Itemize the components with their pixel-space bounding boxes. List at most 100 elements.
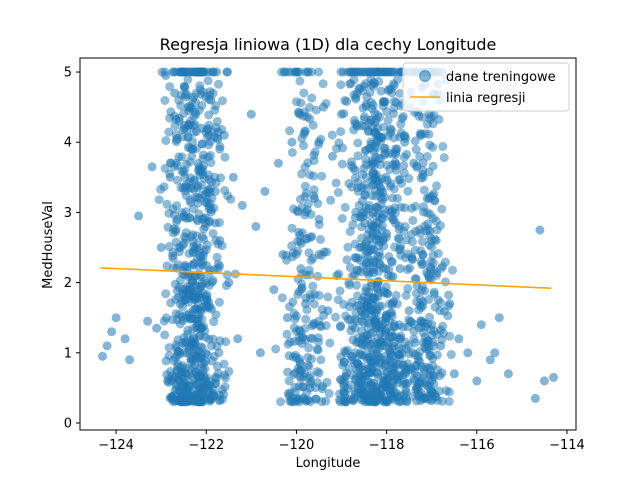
scatter-point (364, 126, 373, 136)
scatter-point (441, 277, 450, 287)
scatter-point (304, 343, 314, 353)
scatter-point (336, 127, 346, 137)
scatter-point (404, 174, 414, 183)
scatter-point (185, 143, 195, 153)
scatter-point (358, 170, 367, 179)
scatter-point (171, 224, 181, 234)
scatter-point (339, 379, 349, 389)
scatter-point (378, 379, 388, 389)
scatter-point (494, 313, 504, 323)
scatter-point (410, 350, 420, 360)
scatter-point (154, 195, 164, 205)
scatter-point (190, 244, 200, 254)
scatter-point (331, 312, 340, 322)
scatter-point (284, 391, 294, 401)
scatter-point (205, 302, 215, 312)
y-tick-label: 2 (64, 276, 72, 291)
scatter-point (287, 223, 297, 233)
scatter-point (424, 363, 434, 373)
scatter-point (414, 305, 424, 315)
scatter-point (207, 356, 217, 366)
scatter-point (196, 89, 206, 99)
scatter-point (269, 285, 279, 295)
scatter-point (432, 181, 442, 191)
scatter-point (378, 194, 387, 204)
scatter-point (273, 158, 283, 168)
scatter-point (214, 348, 224, 358)
scatter-point (539, 376, 549, 386)
scatter-point (211, 101, 221, 111)
scatter-point (166, 107, 176, 117)
scatter-point (287, 148, 297, 157)
scatter-point (345, 79, 355, 89)
scatter-point (369, 169, 378, 179)
scatter-point (434, 114, 444, 124)
scatter-point (412, 161, 422, 171)
scatter-point (180, 379, 190, 389)
scatter-point (171, 309, 181, 319)
scatter-point (317, 384, 327, 394)
scatter-point (285, 126, 295, 136)
legend-label-scatter: dane treningowe (446, 70, 556, 85)
scatter-point (107, 327, 117, 337)
scatter-point (350, 253, 360, 262)
scatter-point (420, 332, 430, 342)
scatter-point (209, 317, 219, 327)
scatter-point (385, 164, 395, 174)
scatter-point (169, 395, 178, 405)
chart-title: Regresja liniowa (1D) dla cechy Longitud… (160, 35, 497, 54)
scatter-point (312, 367, 322, 377)
scatter-point (287, 137, 297, 147)
scatter-point (186, 271, 196, 281)
scatter-point (463, 348, 473, 358)
scatter-point (180, 124, 189, 133)
scatter-point (187, 260, 197, 270)
scatter-point (173, 347, 183, 357)
scatter-point (164, 343, 174, 353)
y-tick-label: 5 (64, 66, 72, 81)
scatter-point (352, 265, 362, 275)
scatter-point (372, 305, 382, 315)
scatter-point (444, 397, 454, 406)
scatter-point (195, 272, 205, 282)
scatter-point (408, 216, 418, 225)
scatter-point (438, 321, 448, 331)
scatter-point (396, 241, 406, 251)
scatter-point (432, 350, 442, 360)
scatter-point (314, 316, 324, 326)
regression-line-layer (100, 267, 552, 290)
scatter-point (205, 90, 215, 100)
scatter-point (214, 297, 224, 307)
scatter-point (429, 341, 439, 351)
scatter-point (182, 67, 192, 77)
scatter-point (218, 394, 227, 404)
scatter-point (111, 313, 121, 323)
scatter-point (379, 365, 388, 375)
scatter-point (418, 112, 428, 122)
scatter-point (300, 181, 310, 191)
x-tick-label: −118 (369, 438, 405, 453)
scatter-point (181, 191, 191, 200)
scatter-point (428, 213, 438, 223)
scatter-point (311, 105, 321, 115)
scatter-point (195, 252, 205, 262)
scatter-point (178, 289, 188, 299)
scatter-point (326, 195, 336, 205)
scatter-point (352, 280, 361, 290)
scatter-point (425, 351, 435, 361)
scatter-point (222, 270, 232, 280)
scatter-point (335, 322, 345, 332)
scatter-point (424, 129, 434, 139)
scatter-point (208, 229, 218, 238)
scatter-point (147, 162, 157, 172)
scatter-point (410, 274, 420, 284)
scatter-point (303, 395, 313, 405)
scatter-point (321, 99, 331, 108)
scatter-point (388, 384, 398, 394)
scatter-point (283, 367, 293, 377)
scatter-point (159, 316, 169, 326)
scatter-point (333, 188, 343, 197)
scatter-point (165, 82, 175, 92)
scatter-point (309, 185, 319, 195)
scatter-point (143, 316, 153, 326)
